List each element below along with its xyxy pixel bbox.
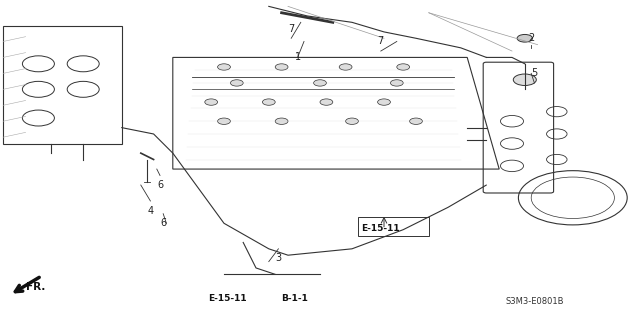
Text: 6: 6 bbox=[157, 180, 163, 190]
Circle shape bbox=[314, 80, 326, 86]
Text: E-15-11: E-15-11 bbox=[208, 294, 246, 303]
Circle shape bbox=[390, 80, 403, 86]
Text: 4: 4 bbox=[147, 205, 154, 216]
Circle shape bbox=[378, 99, 390, 105]
Circle shape bbox=[339, 64, 352, 70]
Circle shape bbox=[218, 64, 230, 70]
Text: 6: 6 bbox=[160, 218, 166, 228]
Circle shape bbox=[262, 99, 275, 105]
Circle shape bbox=[320, 99, 333, 105]
Circle shape bbox=[346, 118, 358, 124]
Circle shape bbox=[275, 118, 288, 124]
Text: 2: 2 bbox=[528, 33, 534, 43]
Circle shape bbox=[397, 64, 410, 70]
Text: S3M3-E0801B: S3M3-E0801B bbox=[505, 297, 564, 306]
Text: 5: 5 bbox=[531, 68, 538, 78]
Text: 7: 7 bbox=[288, 24, 294, 34]
Text: E-15-11: E-15-11 bbox=[362, 224, 400, 233]
Circle shape bbox=[275, 64, 288, 70]
Text: 1: 1 bbox=[294, 52, 301, 63]
Text: B-1-1: B-1-1 bbox=[281, 294, 308, 303]
Text: 7: 7 bbox=[378, 36, 384, 47]
Text: 3: 3 bbox=[275, 253, 282, 263]
Circle shape bbox=[230, 80, 243, 86]
Circle shape bbox=[517, 34, 532, 42]
Circle shape bbox=[205, 99, 218, 105]
Circle shape bbox=[410, 118, 422, 124]
Circle shape bbox=[513, 74, 536, 85]
Circle shape bbox=[218, 118, 230, 124]
Text: FR.: FR. bbox=[26, 282, 45, 292]
